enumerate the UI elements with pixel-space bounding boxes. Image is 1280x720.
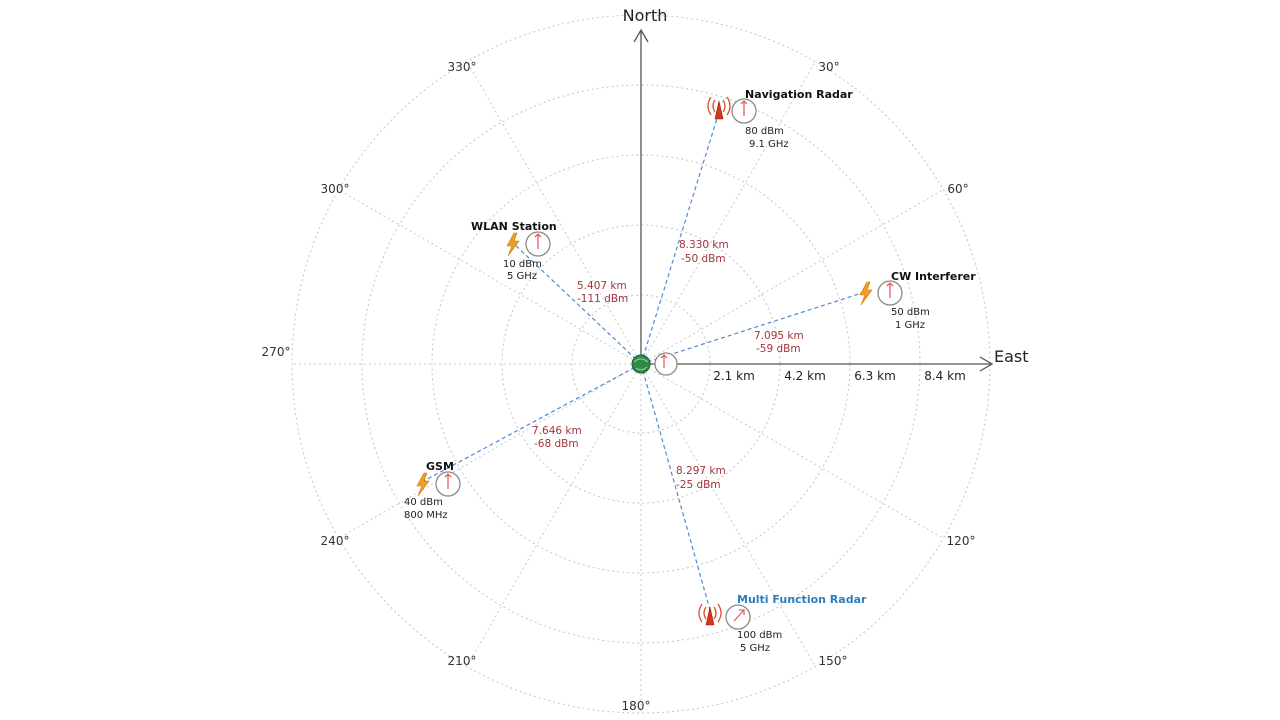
degree-label-120: 120° [947,534,976,548]
emitter-name: GSM [426,460,454,473]
spoke-30 [640,61,816,365]
globe-continents [633,358,649,371]
navigation-radar-level: -50 dBm [681,253,726,265]
emitter-name: Navigation Radar [745,88,853,101]
range-label-4: 8.4 km [924,369,966,383]
wlan-station-distance: 5.407 km [577,280,627,292]
range-labels: 2.1 km 4.2 km 6.3 km 8.4 km [713,369,966,383]
emitter-frequency: 800 MHz [404,510,448,521]
receiver[interactable] [631,352,678,376]
radar-antenna-icon [714,100,724,120]
wlan-station-level: -111 dBm [577,293,628,305]
lightning-icon [416,472,430,497]
degree-labels: 30° 60° 120° 150° 180° 210° 240° 270° 30… [262,60,976,713]
emitter-gsm[interactable]: GSM 40 dBm 800 MHz [404,460,461,521]
spoke-300 [338,189,642,365]
degree-label-210: 210° [448,654,477,668]
navigation-radar-distance: 8.330 km [679,239,729,251]
north-axis [633,28,649,364]
gsm-distance: 7.646 km [532,425,582,437]
degree-label-60: 60° [947,182,968,196]
spoke-210 [466,363,642,667]
emitter-multi-function-radar[interactable]: Multi Function Radar 100 dBm 5 GHz [698,593,867,654]
spoke-120 [640,363,944,539]
degree-label-330: 330° [448,60,477,74]
range-label-1: 2.1 km [713,369,755,383]
emitter-power: 100 dBm [737,630,782,641]
degree-label-30: 30° [818,60,839,74]
emitter-power: 40 dBm [404,497,443,508]
east-axis-label: East [994,347,1029,366]
degree-label-180: 180° [622,699,651,713]
emitter-cw-interferer[interactable]: CW Interferer 50 dBm 1 GHz [859,270,976,331]
radar-antenna-icon [705,606,715,626]
heading-arrow-icon [733,609,745,622]
range-label-2: 4.2 km [784,369,826,383]
receiver-heading-arrow-icon [660,354,668,368]
multi-function-radar-level: -25 dBm [676,479,721,491]
spoke-150 [640,363,816,667]
links [419,111,866,611]
degree-label-150: 150° [819,654,848,668]
gsm-level: -68 dBm [534,438,579,450]
spoke-60 [640,189,944,365]
emitter-name: Multi Function Radar [737,593,867,606]
radar-wave-left [707,96,716,116]
link-cw-interferer[interactable] [640,291,866,365]
north-axis-label: North [623,6,668,25]
heading-arrow-icon [534,233,542,249]
link-multi-function-radar[interactable] [640,363,711,611]
range-label-3: 6.3 km [854,369,896,383]
heading-arrow-icon [740,100,748,116]
heading-arrow-icon [886,282,894,298]
link-values: 8.330 km -50 dBm 5.407 km -111 dBm 7.095… [532,239,804,491]
emitter-power: 80 dBm [745,126,784,137]
heading-arrow-icon [444,473,452,489]
cw-interferer-level: -59 dBm [756,343,801,355]
cw-interferer-distance: 7.095 km [754,330,804,342]
receiver-heading-ring [654,352,678,376]
degree-label-300: 300° [321,182,350,196]
spoke-240 [338,363,642,539]
multi-function-radar-distance: 8.297 km [676,465,726,477]
radar-wave-left [698,603,707,623]
east-axis [641,356,994,372]
emitter-frequency: 1 GHz [895,320,925,331]
lightning-icon [506,232,520,257]
emitter-wlan-station[interactable]: WLAN Station 10 dBm 5 GHz [471,220,557,282]
link-wlan-station[interactable] [512,242,642,365]
emitter-name: CW Interferer [891,270,976,283]
emitter-navigation-radar[interactable]: Navigation Radar 80 dBm 9.1 GHz [707,88,853,150]
lightning-icon [859,281,873,306]
emitter-frequency: 9.1 GHz [749,139,789,150]
emitter-power: 10 dBm [503,259,542,270]
emitter-frequency: 5 GHz [740,643,770,654]
spoke-330 [466,61,642,365]
globe-icon [631,354,651,374]
emitter-power: 50 dBm [891,307,930,318]
link-navigation-radar[interactable] [640,111,720,365]
degree-label-240: 240° [321,534,350,548]
radar-wave-right [722,96,731,116]
emitter-name: WLAN Station [471,220,557,233]
bearing-spokes [292,61,944,713]
degree-label-270: 270° [262,345,291,359]
radar-wave-right [713,603,722,623]
emitter-frequency: 5 GHz [507,271,537,282]
